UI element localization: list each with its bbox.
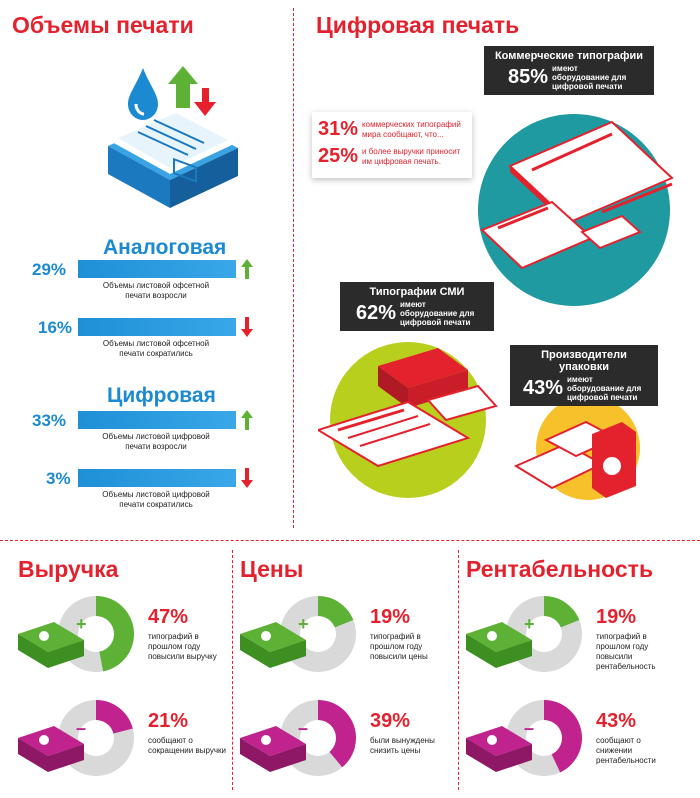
media-pct: 62% bbox=[355, 302, 397, 324]
commercial-text: имеют оборудование для цифровой печати bbox=[552, 64, 627, 91]
revenue-down-pct: 21% bbox=[148, 710, 189, 732]
profitability-up-text: типографий в прошлом году повысили рента… bbox=[596, 632, 656, 671]
arrow-down-icon bbox=[241, 468, 253, 488]
media-text: имеют оборудование для цифровой печати bbox=[400, 300, 475, 327]
digital-down-note: Объемы листовой цифровой печати сократил… bbox=[102, 490, 210, 509]
analog-up-note: Объемы листовой офсетной печати возросли bbox=[102, 281, 210, 300]
prices-up-text: типографий в прошлом году повысили цены bbox=[370, 632, 428, 661]
revenue-title: Выручка bbox=[18, 556, 119, 582]
packaging-pct: 43% bbox=[522, 377, 564, 399]
paper-stack-icon bbox=[108, 66, 238, 208]
prices-title: Цены bbox=[240, 556, 304, 582]
minus-icon: – bbox=[76, 718, 86, 738]
profitability-title: Рентабельность bbox=[466, 556, 654, 582]
digital-print-title: Цифровая печать bbox=[316, 12, 520, 38]
money-stack-icon bbox=[466, 726, 532, 772]
minus-icon: – bbox=[524, 718, 534, 738]
stat-31-text: коммерческих типографий мира сообщают, ч… bbox=[362, 119, 461, 139]
packaging-illustration bbox=[513, 396, 640, 500]
volumes-title: Объемы печати bbox=[12, 12, 194, 38]
plus-icon: + bbox=[524, 614, 535, 634]
digital-up-bar bbox=[78, 411, 236, 429]
packaging-text: имеют оборудование для цифровой печати bbox=[567, 375, 642, 402]
commercial-pct: 85% bbox=[507, 66, 549, 88]
stat-31-pct: 31% bbox=[318, 118, 359, 140]
profitability-down-donut: – bbox=[466, 700, 582, 776]
profitability-down-pct: 43% bbox=[596, 710, 637, 732]
revenue-down-donut: – bbox=[18, 700, 134, 776]
digital-up-note: Объемы листовой цифровой печати возросли bbox=[102, 432, 210, 451]
arrow-up-icon bbox=[241, 259, 253, 279]
packaging-callout: Производители упаковки 43% имеют оборудо… bbox=[510, 345, 658, 406]
divider-horizontal bbox=[0, 540, 700, 541]
envelopes-illustration bbox=[478, 114, 674, 306]
prices-down-text: были вынуждены снизить цены bbox=[370, 736, 435, 755]
packaging-title: Производители упаковки bbox=[541, 349, 627, 373]
analog-up-bar bbox=[78, 260, 236, 278]
commercial-title: Коммерческие типографии bbox=[494, 50, 644, 62]
profitability-up-donut: + bbox=[466, 596, 582, 672]
analog-down-note: Объемы листовой офсетной печати сократил… bbox=[102, 339, 210, 358]
analog-up-pct: 29% bbox=[32, 260, 67, 279]
plus-icon: + bbox=[298, 614, 309, 634]
divider-vertical-top bbox=[293, 8, 294, 528]
digital-down-bar bbox=[78, 469, 236, 487]
money-stack-icon bbox=[240, 622, 306, 668]
stat-25-pct: 25% bbox=[318, 145, 359, 167]
media-callout: Типографии СМИ 62% имеют оборудование дл… bbox=[340, 282, 494, 331]
digital-down-pct: 3% bbox=[46, 469, 71, 488]
revenue-up-donut-segment bbox=[96, 596, 134, 672]
analog-down-bar bbox=[78, 318, 236, 336]
prices-down-pct: 39% bbox=[370, 710, 411, 732]
digital-title: Цифровая bbox=[107, 384, 216, 407]
digital-up-pct: 33% bbox=[32, 411, 67, 430]
revenue-up-text: типографий в прошлом году повысили выруч… bbox=[148, 632, 217, 661]
analog-title: Аналоговая bbox=[103, 236, 227, 259]
money-stack-icon bbox=[18, 726, 84, 772]
revenue-up-pct: 47% bbox=[148, 606, 189, 628]
prices-up-pct: 19% bbox=[370, 606, 411, 628]
divider-vertical-b1 bbox=[232, 550, 233, 790]
money-stack-icon bbox=[240, 726, 306, 772]
prices-down-donut-segment bbox=[318, 700, 356, 768]
plus-icon: + bbox=[76, 614, 87, 634]
prices-up-donut: + bbox=[240, 596, 356, 672]
profitability-up-pct: 19% bbox=[596, 606, 637, 628]
money-stack-icon bbox=[466, 622, 532, 668]
arrow-down-icon bbox=[241, 317, 253, 337]
media-title: Типографии СМИ bbox=[369, 286, 465, 298]
revenue-down-text: сообщают о сокращении выручки bbox=[148, 736, 226, 755]
stats-box: 31% коммерческих типографий мира сообщаю… bbox=[312, 112, 472, 178]
profitability-down-text: сообщают о снижении рентабельности bbox=[596, 736, 656, 765]
profitability-down-donut-segment bbox=[544, 700, 582, 773]
stat-25-text: и более выручки приносит им цифровая печ… bbox=[362, 146, 461, 166]
arrow-up-icon bbox=[241, 410, 253, 430]
analog-down-pct: 16% bbox=[38, 318, 73, 337]
minus-icon: – bbox=[298, 718, 308, 738]
divider-vertical-b2 bbox=[458, 550, 459, 790]
book-illustration bbox=[318, 342, 498, 498]
revenue-up-donut: + bbox=[18, 596, 134, 672]
prices-down-donut: – bbox=[240, 700, 356, 776]
commercial-callout: Коммерческие типографии 85% имеют оборуд… bbox=[484, 46, 654, 95]
money-stack-icon bbox=[18, 622, 84, 668]
